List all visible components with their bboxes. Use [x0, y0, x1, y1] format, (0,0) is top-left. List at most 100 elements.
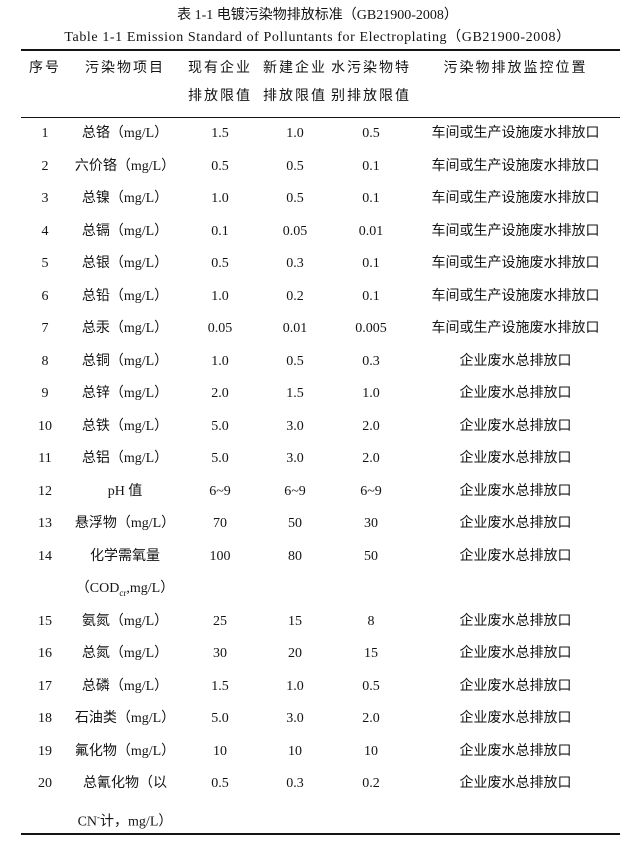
monitoring-location: 企业废水总排放口 — [459, 776, 572, 791]
table-row: 18 石油类（mg/L） 5.0 3.0 2.0 企业废水总排放口 — [21, 703, 620, 736]
new-enterprise-limit: 0.3 — [286, 256, 304, 271]
header-line: 污染物项目 — [85, 61, 165, 76]
new-enterprise-limit: 1.0 — [286, 678, 304, 694]
existing-enterprise-limit: 2.0 — [211, 386, 229, 401]
new-enterprise-limit: 80 — [288, 548, 302, 564]
monitoring-location: 车间或生产设施废水排放口 — [431, 126, 600, 141]
special-water-limit: 0.5 — [362, 126, 380, 141]
header-line: 水污染物特 — [331, 61, 411, 76]
new-enterprise-limit: 0.3 — [286, 776, 304, 791]
pollutant-name-line: 总镉（mg/L） — [81, 223, 169, 239]
special-water-limit: 0.1 — [362, 191, 380, 206]
special-water-limit: 2.0 — [362, 418, 380, 434]
header-line: 序号 — [29, 61, 61, 76]
row-serial-number: 20 — [38, 776, 52, 791]
new-enterprise-limit: 15 — [288, 613, 302, 629]
monitoring-location: 企业废水总排放口 — [459, 516, 572, 531]
row-serial-number: 17 — [38, 678, 52, 694]
table-row: 7 总汞（mg/L） 0.05 0.01 0.005 车间或生产设施废水排放口 — [21, 313, 620, 346]
existing-enterprise-limit: 1.0 — [211, 353, 229, 369]
pollutant-name-line: 氨氮（mg/L） — [81, 613, 169, 629]
special-water-limit: 1.0 — [362, 386, 380, 401]
pollutant-name-line: （CODcr,mg/L） — [75, 581, 175, 598]
pollutant-name-line: 氟化物（mg/L） — [74, 743, 176, 759]
monitoring-location: 企业废水总排放口 — [459, 483, 572, 499]
existing-enterprise-limit: 1.5 — [211, 678, 229, 694]
pollutant-name: 总磷（mg/L） — [69, 671, 181, 704]
special-water-limit: 8 — [367, 613, 375, 629]
header-line: 现有企业 — [188, 61, 252, 76]
pollutant-name-line: 总氰化物（以 — [83, 776, 167, 791]
special-water-limit: 0.3 — [362, 353, 380, 369]
pollutant-name: 六价铬（mg/L） — [69, 151, 181, 184]
monitoring-location: 企业废水总排放口 — [459, 386, 572, 401]
pollutant-name-line: 总铁（mg/L） — [81, 418, 169, 434]
existing-enterprise-limit: 0.5 — [211, 776, 229, 791]
row-serial-number: 9 — [41, 386, 49, 401]
table-title-english: Table 1-1 Emission Standard of Polluntan… — [64, 30, 571, 45]
table-row: 17 总磷（mg/L） 1.5 1.0 0.5 企业废水总排放口 — [21, 671, 620, 704]
monitoring-location: 企业废水总排放口 — [459, 711, 572, 726]
existing-enterprise-limit: 5.0 — [211, 418, 229, 434]
existing-enterprise-limit: 10 — [213, 743, 227, 759]
row-serial-number: 7 — [41, 321, 49, 336]
special-water-limit: 10 — [364, 743, 378, 759]
existing-enterprise-limit: 6~9 — [209, 483, 231, 499]
monitoring-location: 企业废水总排放口 — [459, 353, 572, 369]
new-enterprise-limit: 50 — [288, 516, 302, 531]
pollutant-name: 总铁（mg/L） — [69, 411, 181, 444]
existing-enterprise-limit: 100 — [209, 548, 231, 564]
special-water-limit: 50 — [364, 548, 378, 564]
row-serial-number: 6 — [41, 288, 49, 304]
special-water-limit: 0.1 — [362, 256, 380, 271]
table-row: 16 总氮（mg/L） 30 20 15 企业废水总排放口 — [21, 638, 620, 671]
monitoring-location: 企业废水总排放口 — [459, 646, 572, 661]
existing-enterprise-limit: 0.5 — [211, 158, 229, 174]
special-water-limit: 0.005 — [355, 321, 387, 336]
row-serial-number: 8 — [41, 353, 49, 369]
new-enterprise-limit: 3.0 — [286, 418, 304, 434]
table-body: 1 总铬（mg/L） 1.5 1.0 0.5 车间或生产设施废水排放口 2 六价铬（mg/L）… — [21, 118, 620, 833]
emission-standard-table: 序号 污染物项目 现有企业 排放限值 新建企业 排放限值 水污染物特 别排放限值… — [21, 49, 620, 835]
row-serial-number: 16 — [38, 646, 52, 661]
special-water-limit: 0.1 — [362, 158, 380, 174]
table-row: 15 氨氮（mg/L） 25 15 8 企业废水总排放口 — [21, 606, 620, 639]
monitoring-location: 企业废水总排放口 — [459, 451, 572, 466]
monitoring-location: 车间或生产设施废水排放口 — [431, 256, 600, 271]
new-enterprise-limit: 20 — [288, 646, 302, 661]
special-water-limit: 0.1 — [362, 288, 380, 304]
row-serial-number: 3 — [41, 191, 49, 206]
table-row: 2 六价铬（mg/L） 0.5 0.5 0.1 车间或生产设施废水排放口 — [21, 151, 620, 184]
table-row: 10 总铁（mg/L） 5.0 3.0 2.0 企业废水总排放口 — [21, 411, 620, 444]
existing-enterprise-limit: 0.5 — [211, 256, 229, 271]
pollutant-name: 总铜（mg/L） — [69, 346, 181, 379]
special-water-limit: 6~9 — [360, 483, 382, 499]
existing-enterprise-limit: 0.1 — [211, 223, 229, 239]
pollutant-name: 石油类（mg/L） — [69, 703, 181, 736]
pollutant-name: 悬浮物（mg/L） — [69, 508, 181, 541]
new-enterprise-limit: 3.0 — [286, 711, 304, 726]
header-pollutant-item: 污染物项目 — [69, 55, 181, 111]
table-row: 8 总铜（mg/L） 1.0 0.5 0.3 企业废水总排放口 — [21, 346, 620, 379]
pollutant-name: 总氰化物（以 CN-计，mg/L） — [69, 768, 181, 833]
existing-enterprise-limit: 0.05 — [207, 321, 233, 336]
pollutant-name-line: pH 值 — [107, 483, 143, 499]
table-row: 5 总银（mg/L） 0.5 0.3 0.1 车间或生产设施废水排放口 — [21, 248, 620, 281]
pollutant-name: pH 值 — [69, 476, 181, 509]
table-row: 14 化学需氧量 （CODcr,mg/L） 100 80 50 企业废水总排放口 — [21, 541, 620, 606]
pollutant-name-line: 总铅（mg/L） — [81, 288, 169, 304]
table-row: 4 总镉（mg/L） 0.1 0.05 0.01 车间或生产设施废水排放口 — [21, 216, 620, 249]
pollutant-name-line: 六价铬（mg/L） — [74, 158, 176, 174]
pollutant-name: 总镉（mg/L） — [69, 216, 181, 249]
existing-enterprise-limit: 30 — [213, 646, 227, 661]
pollutant-name: 总氮（mg/L） — [69, 638, 181, 671]
table-row: 9 总锌（mg/L） 2.0 1.5 1.0 企业废水总排放口 — [21, 378, 620, 411]
row-serial-number: 15 — [38, 613, 52, 629]
table-row: 3 总镍（mg/L） 1.0 0.5 0.1 车间或生产设施废水排放口 — [21, 183, 620, 216]
existing-enterprise-limit: 5.0 — [211, 711, 229, 726]
header-serial-number: 序号 — [21, 55, 69, 111]
special-water-limit: 0.2 — [362, 776, 380, 791]
table-title-chinese: 表 1-1 电镀污染物排放标准（GB21900-2008） — [177, 8, 458, 23]
pollutant-name: 总铬（mg/L） — [69, 118, 181, 151]
